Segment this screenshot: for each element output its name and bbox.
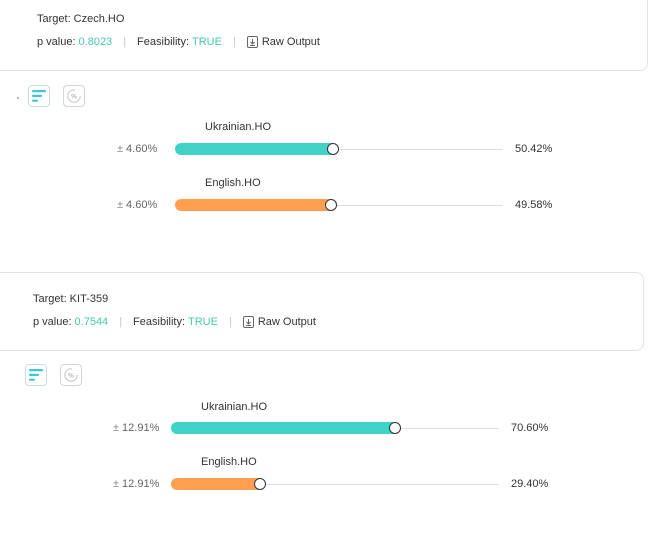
raw-output-label: Raw Output xyxy=(261,36,320,48)
margin-value: ± 12.91% xyxy=(113,478,159,490)
comparison-row: Ukrainian.HO ± 12.91% 70.60% xyxy=(0,399,648,439)
raw-output-link[interactable]: Raw Output xyxy=(242,316,316,328)
feasibility-value: TRUE xyxy=(192,36,222,48)
svg-text:%: % xyxy=(71,93,77,101)
bar-track xyxy=(171,484,499,485)
bar-handle[interactable] xyxy=(254,478,266,490)
margin-text: 4.60% xyxy=(126,199,158,211)
feasibility-label: Feasibility: xyxy=(137,36,190,48)
result-meta: p value: 0.8023 | Feasibility: TRUE | Ra… xyxy=(37,36,320,48)
percent-icon: % xyxy=(64,368,78,382)
bar-fill xyxy=(175,143,339,155)
raw-output-link[interactable]: Raw Output xyxy=(246,36,320,48)
percent-value: 49.58% xyxy=(515,199,553,211)
plus-minus-icon: ± xyxy=(117,143,124,155)
bars-icon xyxy=(29,369,43,381)
separator: | xyxy=(123,36,127,48)
margin-value: ± 4.60% xyxy=(117,199,157,211)
margin-value: ± 12.91% xyxy=(113,422,159,434)
chart-toolbar-1: % xyxy=(28,85,98,107)
bar-track xyxy=(175,205,503,206)
separator: | xyxy=(228,316,232,328)
plus-minus-icon: ± xyxy=(113,478,120,490)
bar-handle[interactable] xyxy=(327,143,339,155)
percent-value: 70.60% xyxy=(511,422,549,434)
download-icon xyxy=(242,316,254,328)
bar-fill xyxy=(175,199,337,211)
margin-value: ± 4.60% xyxy=(117,143,157,155)
margin-text: 4.60% xyxy=(126,143,158,155)
plus-minus-icon: ± xyxy=(113,422,120,434)
separator: | xyxy=(119,316,123,328)
p-value-label: p value: xyxy=(37,36,76,48)
margin-text: 12.91% xyxy=(122,422,160,434)
percent-icon: % xyxy=(67,89,81,103)
bar-view-button[interactable] xyxy=(25,364,47,386)
result-card-1: Target: Czech.HO p value: 0.8023 | Feasi… xyxy=(0,0,648,71)
series-label: English.HO xyxy=(205,177,261,189)
result-meta: p value: 0.7544 | Feasibility: TRUE | Ra… xyxy=(33,316,316,328)
target-label: Target: Czech.HO xyxy=(37,13,125,25)
raw-output-label: Raw Output xyxy=(257,316,316,328)
feasibility-label: Feasibility: xyxy=(133,316,186,328)
series-label: Ukrainian.HO xyxy=(205,121,272,133)
p-value: 0.8023 xyxy=(78,36,113,48)
edge-marker xyxy=(17,97,19,99)
percent-value: 50.42% xyxy=(515,143,553,155)
result-card-2: Target: KIT-359 p value: 0.7544 | Feasib… xyxy=(0,272,644,351)
percent-value: 29.40% xyxy=(511,478,549,490)
plus-minus-icon: ± xyxy=(117,199,124,211)
percent-view-button[interactable]: % xyxy=(60,364,82,386)
percent-view-button[interactable]: % xyxy=(63,85,85,107)
target-label: Target: KIT-359 xyxy=(33,293,109,305)
p-value-label: p value: xyxy=(33,316,72,328)
bar-fill xyxy=(171,422,401,434)
bars-icon xyxy=(32,90,46,102)
comparison-row: English.HO ± 12.91% 29.40% xyxy=(0,455,648,495)
bar-track xyxy=(175,149,503,150)
comparison-row: English.HO ± 4.60% 49.58% xyxy=(0,176,648,216)
bar-handle[interactable] xyxy=(389,422,401,434)
svg-text:%: % xyxy=(68,372,74,380)
series-label: Ukrainian.HO xyxy=(201,401,268,413)
margin-text: 12.91% xyxy=(122,478,160,490)
bar-handle[interactable] xyxy=(325,199,337,211)
feasibility-value: TRUE xyxy=(188,316,218,328)
bar-fill xyxy=(171,478,265,490)
bar-view-button[interactable] xyxy=(28,85,50,107)
p-value: 0.7544 xyxy=(74,316,109,328)
download-icon xyxy=(246,36,258,48)
separator: | xyxy=(232,36,236,48)
comparison-row: Ukrainian.HO ± 4.60% 50.42% xyxy=(0,120,648,160)
chart-toolbar-2: % xyxy=(25,364,95,386)
series-label: English.HO xyxy=(201,456,257,468)
